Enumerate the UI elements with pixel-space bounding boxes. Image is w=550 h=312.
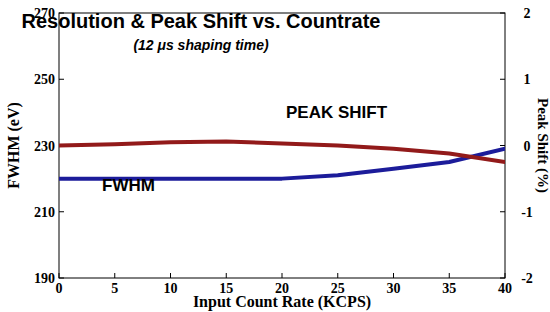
series-line [59, 142, 505, 163]
y2-tick-label: -1 [521, 205, 533, 220]
x-tick [170, 273, 171, 278]
subtitle: (12 μs shaping time) [133, 37, 269, 53]
x-tick [282, 273, 283, 278]
y2-tick-label: 2 [524, 6, 531, 21]
x-tick [337, 273, 338, 278]
y2-tick-label: -2 [521, 271, 533, 286]
y2-tick [500, 145, 505, 146]
x-tick [393, 273, 394, 278]
y2-tick [500, 211, 505, 212]
chart-container: 0510152025303540190210230250270-2-1012In… [0, 0, 550, 312]
y-tick [59, 211, 64, 212]
y2-tick [500, 13, 505, 14]
title: Resolution & Peak Shift vs. Countrate [22, 10, 381, 32]
y2-tick-label: 1 [524, 72, 531, 87]
x-tick-label: 5 [111, 281, 118, 296]
y-tick [59, 278, 64, 279]
y2-tick-label: 0 [524, 139, 531, 154]
series-group [59, 142, 505, 179]
x-tick [449, 273, 450, 278]
x-tick-label: 0 [56, 281, 63, 296]
x-tick [59, 273, 60, 278]
x-tick [114, 273, 115, 278]
y-tick-label: 250 [34, 72, 55, 87]
y2-axis-label: Peak Shift (%) [534, 98, 550, 193]
series-label: PEAK SHIFT [286, 103, 388, 122]
chart: 0510152025303540190210230250270-2-1012In… [0, 0, 550, 312]
y-tick-label: 230 [34, 139, 55, 154]
x-axis-label: Input Count Rate (KCPS) [193, 293, 371, 311]
y-axis-label: FWHM (eV) [5, 102, 23, 189]
y-tick [59, 79, 64, 80]
y-tick-label: 190 [34, 271, 55, 286]
x-tick [226, 273, 227, 278]
y2-tick [500, 278, 505, 279]
x-tick [505, 273, 506, 278]
y2-tick [500, 79, 505, 80]
x-tick-label: 40 [498, 281, 512, 296]
series-label: FWHM [102, 176, 155, 195]
x-tick-label: 30 [387, 281, 401, 296]
y-tick-label: 210 [34, 205, 55, 220]
x-tick-label: 35 [442, 281, 456, 296]
x-tick-label: 10 [164, 281, 178, 296]
plot-frame [59, 13, 505, 278]
